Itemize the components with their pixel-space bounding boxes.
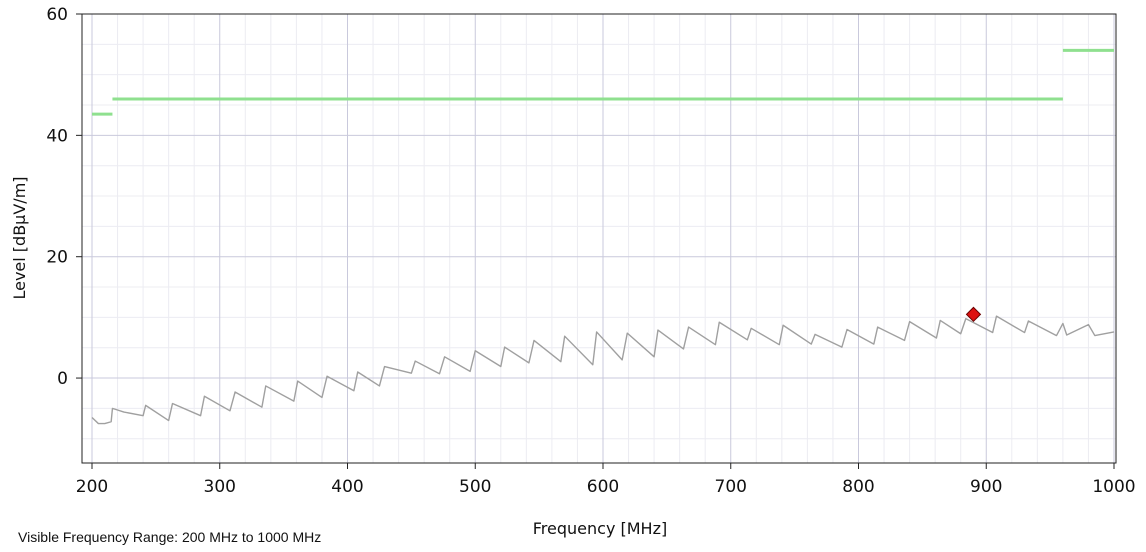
marker-layer [965, 306, 982, 323]
x-axis-title: Frequency [MHz] [533, 519, 667, 538]
plot-frame [81, 13, 1117, 464]
x-tick-label: 300 [204, 477, 236, 497]
y-axis-title: Level [dBµV/m] [10, 176, 29, 299]
x-tick-label: 700 [715, 477, 747, 497]
plot-area [82, 14, 1116, 463]
y-tick-label: 0 [57, 369, 68, 389]
x-tick-label: 400 [331, 477, 363, 497]
x-axis-ticks: 200 300 400 500 600 700 800 900 1000 [76, 463, 1136, 497]
y-axis-ticks: 0 20 40 60 [46, 5, 82, 389]
x-tick-label: 1000 [1092, 477, 1135, 497]
y-tick-label: 40 [46, 126, 68, 146]
y-tick-label: 60 [46, 5, 68, 25]
y-tick-label: 20 [46, 248, 68, 268]
series-layer [91, 48, 1115, 425]
measurement-trace [91, 315, 1115, 425]
visible-range-label: Visible Frequency Range: 200 MHz to 1000… [18, 529, 322, 545]
x-tick-label: 900 [970, 477, 1002, 497]
minor-grid [82, 14, 1116, 463]
x-tick-label: 500 [459, 477, 491, 497]
peak-marker [965, 306, 982, 323]
x-tick-label: 800 [842, 477, 874, 497]
x-tick-label: 600 [587, 477, 619, 497]
x-tick-label: 200 [76, 477, 108, 497]
